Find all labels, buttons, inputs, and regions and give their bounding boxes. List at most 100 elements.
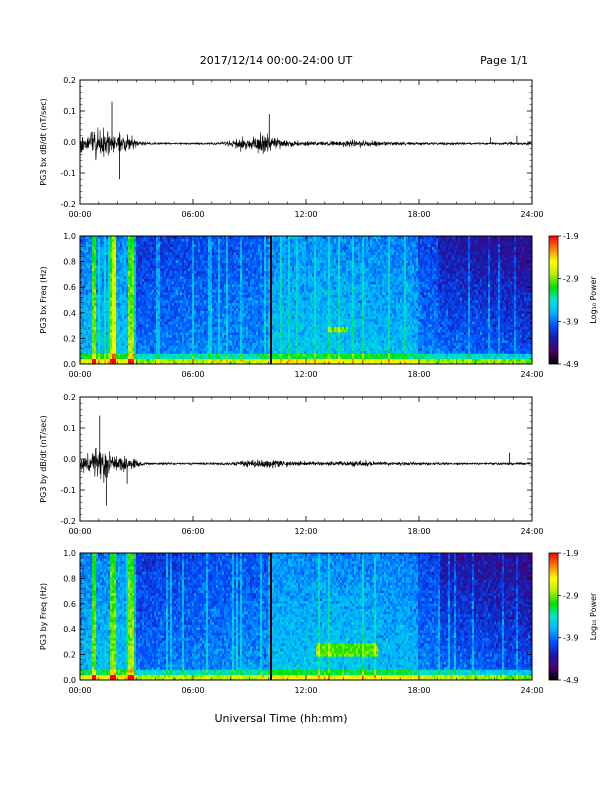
spectrogram-cell xyxy=(276,241,278,244)
spectrogram-cell xyxy=(282,353,284,356)
spectrogram-cell xyxy=(190,351,192,354)
spectrogram-cell xyxy=(238,345,240,348)
spectrogram-cell xyxy=(278,321,280,324)
spectrogram-cell xyxy=(178,289,180,292)
spectrogram-cell xyxy=(142,297,144,300)
spectrogram-cell xyxy=(228,300,230,303)
spectrogram-cell xyxy=(198,332,200,335)
spectrogram-cell xyxy=(172,271,174,274)
spectrogram-cell xyxy=(178,327,180,330)
spectrogram-cell xyxy=(226,319,228,322)
spectrogram-cell xyxy=(216,247,218,250)
spectrogram-cell xyxy=(82,297,84,300)
spectrogram-cell xyxy=(92,263,94,266)
spectrogram-cell xyxy=(264,249,266,252)
spectrogram-cell xyxy=(98,263,100,266)
spectrogram-cell xyxy=(210,263,212,266)
spectrogram-cell xyxy=(164,273,166,276)
spectrogram-cell xyxy=(112,244,114,247)
spectrogram-cell xyxy=(124,343,126,346)
spectrogram-cell xyxy=(104,303,106,306)
spectrogram-cell xyxy=(146,335,148,338)
spectrogram-cell xyxy=(212,348,214,351)
spectrogram-cell xyxy=(164,295,166,298)
spectrogram-cell xyxy=(280,281,282,284)
spectrogram-cell xyxy=(204,263,206,266)
spectrogram-cell xyxy=(248,276,250,279)
spectrogram-cell xyxy=(114,303,116,306)
spectrogram-cell xyxy=(118,343,120,346)
spectrogram-cell xyxy=(188,252,190,255)
spectrogram-cell xyxy=(118,305,120,308)
spectrogram-cell xyxy=(256,335,258,338)
spectrogram-cell xyxy=(250,295,252,298)
spectrogram-cell xyxy=(246,295,248,298)
spectrogram-cell xyxy=(188,300,190,303)
spectrogram-cell xyxy=(272,289,274,292)
spectrogram-cell xyxy=(166,329,168,332)
spectrogram-cell xyxy=(254,324,256,327)
spectrogram-cell xyxy=(282,271,284,274)
spectrogram-cell xyxy=(154,271,156,274)
spectrogram-cell xyxy=(272,343,274,346)
spectrogram-cell xyxy=(230,257,232,260)
spectrogram-cell xyxy=(98,340,100,343)
spectrogram-cell xyxy=(258,319,260,322)
spectrogram-cell xyxy=(226,273,228,276)
spectrogram-cell xyxy=(178,337,180,340)
spectrogram-cell xyxy=(168,260,170,263)
spectrogram-cell xyxy=(252,329,254,332)
spectrogram-cell xyxy=(150,319,152,322)
spectrogram-cell xyxy=(188,332,190,335)
spectrogram-cell xyxy=(146,279,148,282)
spectrogram-cell xyxy=(186,247,188,250)
spectrogram-cell xyxy=(92,247,94,250)
spectrogram-cell xyxy=(222,297,224,300)
spectrogram-cell xyxy=(232,265,234,268)
spectrogram-cell xyxy=(214,300,216,303)
spectrogram-cell xyxy=(144,279,146,282)
spectrogram-cell xyxy=(178,273,180,276)
spectrogram-cell xyxy=(188,305,190,308)
spectrogram-cell xyxy=(110,332,112,335)
spectrogram-cell xyxy=(168,303,170,306)
spectrogram-cell xyxy=(216,335,218,338)
spectrogram-cell xyxy=(156,359,158,362)
spectrogram-cell xyxy=(224,252,226,255)
spectrogram-cell xyxy=(100,305,102,308)
spectrogram-cell xyxy=(120,353,122,356)
spectrogram-cell xyxy=(248,300,250,303)
spectrogram-cell xyxy=(124,239,126,242)
spectrogram-cell xyxy=(232,356,234,359)
spectrogram-cell xyxy=(90,273,92,276)
spectrogram-cell xyxy=(146,281,148,284)
spectrogram-cell xyxy=(260,295,262,298)
spectrogram-cell xyxy=(272,311,274,314)
spectrogram-cell xyxy=(206,324,208,327)
spectrogram-cell xyxy=(164,305,166,308)
spectrogram-cell xyxy=(178,321,180,324)
spectrogram-cell xyxy=(84,316,86,319)
spectrogram-cell xyxy=(264,321,266,324)
spectrogram-cell xyxy=(104,316,106,319)
spectrogram-cell xyxy=(164,265,166,268)
spectrogram-cell xyxy=(130,340,132,343)
spectrogram-cell xyxy=(148,284,150,287)
spectrogram-cell xyxy=(260,244,262,247)
spectrogram-cell xyxy=(260,345,262,348)
spectrogram-cell xyxy=(156,324,158,327)
spectrogram-cell xyxy=(134,311,136,314)
spectrogram-cell xyxy=(160,353,162,356)
spectrogram-cell xyxy=(88,313,90,316)
spectrogram-cell xyxy=(188,356,190,359)
spectrogram-cell xyxy=(254,329,256,332)
spectrogram-cell xyxy=(126,303,128,306)
spectrogram-cell xyxy=(244,316,246,319)
spectrogram-cell xyxy=(108,273,110,276)
spectrogram-cell xyxy=(204,244,206,247)
spectrogram-cell xyxy=(132,335,134,338)
spectrogram-cell xyxy=(156,351,158,354)
spectrogram-cell xyxy=(176,329,178,332)
spectrogram-cell xyxy=(120,300,122,303)
spectrogram-cell xyxy=(230,265,232,268)
